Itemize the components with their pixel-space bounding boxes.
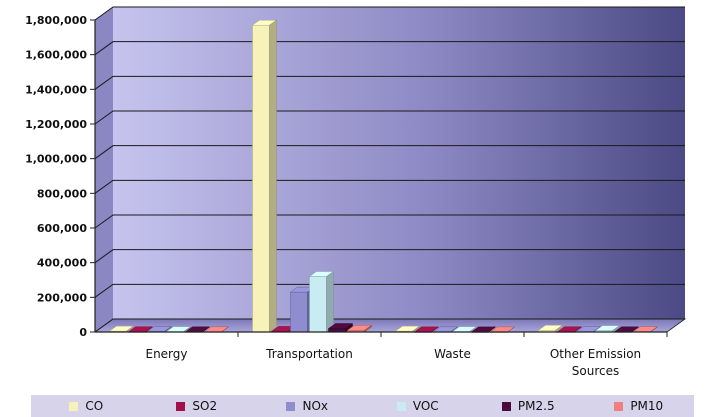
bar-side	[326, 271, 334, 333]
grid-line	[94, 283, 685, 298]
legend-item-co: CO	[31, 399, 142, 413]
bar-front	[290, 291, 308, 333]
grid-line	[94, 110, 685, 125]
grid-line	[94, 249, 685, 264]
back-wall	[113, 7, 685, 319]
y-tick-label: 1,400,000	[25, 83, 87, 96]
x-tick-label: Waste	[434, 347, 471, 361]
legend: CO SO2 NOx VOC PM2.5 PM10	[31, 395, 694, 417]
y-tick-label: 1,000,000	[25, 153, 87, 166]
legend-item-nox: NOx	[252, 399, 363, 413]
y-tick-label: 200,000	[37, 291, 87, 304]
bar-nox-0	[146, 325, 173, 333]
bar-co-3	[537, 324, 564, 333]
y-tick-label: 600,000	[37, 222, 87, 235]
y-tick-label: 0	[79, 326, 87, 339]
bar-front	[252, 24, 270, 333]
grid-line	[94, 41, 685, 56]
y-tick-label: 1,200,000	[25, 118, 87, 131]
grid-line	[94, 75, 685, 90]
legend-item-voc: VOC	[363, 399, 474, 413]
grid-line	[94, 6, 685, 21]
y-tick-label: 1,600,000	[25, 49, 87, 62]
legend-swatch	[69, 401, 79, 411]
grid-line	[94, 179, 685, 194]
x-tick-label: Energy	[145, 347, 187, 361]
legend-swatch	[176, 401, 186, 411]
grid-line	[94, 145, 685, 160]
legend-item-so2: SO2	[142, 399, 253, 413]
y-tick-label: 400,000	[37, 257, 87, 270]
grid-line	[94, 318, 685, 333]
legend-label: PM2.5	[517, 399, 555, 413]
y-tick-label: 800,000	[37, 187, 87, 200]
legend-swatch	[614, 401, 624, 411]
legend-label: SO2	[192, 399, 218, 413]
x-tick-label: Other Emission Sources	[550, 347, 641, 378]
side-wall	[95, 7, 113, 332]
bar-front	[309, 276, 327, 333]
legend-label: NOx	[302, 399, 329, 413]
axes-group	[94, 20, 668, 337]
x-tick-labels: Energy Transportation Waste Other Emission S…	[145, 347, 641, 378]
legend-swatch	[396, 401, 406, 411]
bar-co-1	[251, 19, 278, 333]
plot-back-wall	[93, 7, 687, 333]
y-tick-label: 1,800,000	[25, 14, 87, 27]
bar-side	[269, 19, 277, 333]
x-tick-label: Transportation	[265, 347, 353, 361]
grid-line	[94, 214, 685, 229]
legend-label: CO	[85, 399, 104, 413]
y-tick-labels: 0 200,000 400,000 600,000 800,000 1,000,000 1,…	[25, 14, 87, 339]
legend-label: PM10	[630, 399, 664, 413]
legend-swatch	[501, 401, 511, 411]
grid-lines	[90, 6, 685, 333]
legend-item-pm10: PM10	[584, 399, 695, 413]
bar-voc-1	[308, 271, 335, 333]
bar-pm10-0	[203, 326, 230, 333]
legend-label: VOC	[412, 399, 439, 413]
legend-swatch	[286, 401, 296, 411]
legend-item-pm2-5: PM2.5	[473, 399, 584, 413]
